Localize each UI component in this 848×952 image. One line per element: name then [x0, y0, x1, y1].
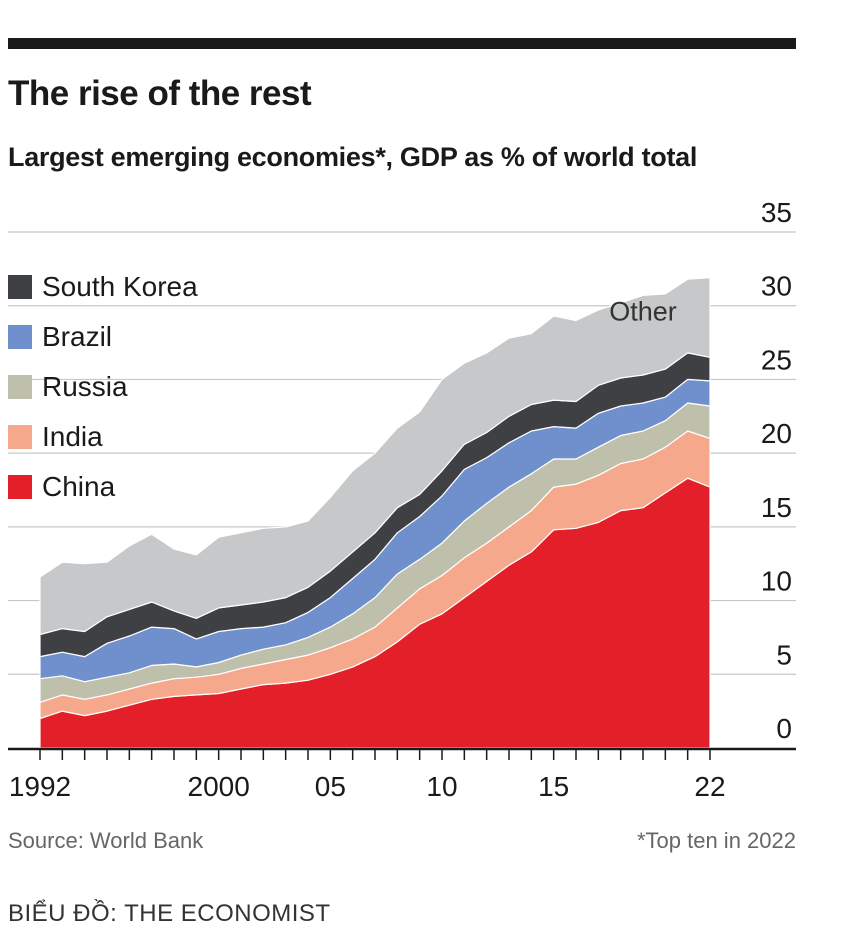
chart-legend: South Korea Brazil Russia India China — [8, 262, 198, 512]
x-tick-label: 2000 — [188, 771, 250, 802]
legend-swatch — [8, 375, 32, 399]
y-tick-label: 0 — [776, 713, 792, 744]
legend-swatch — [8, 275, 32, 299]
y-tick-label: 15 — [761, 492, 792, 523]
x-tick-label: 15 — [538, 771, 569, 802]
y-tick-label: 5 — [776, 639, 792, 670]
footnote: *Top ten in 2022 — [636, 828, 796, 853]
annotation-other: Other — [609, 296, 677, 326]
x-tick-label: 1992 — [9, 771, 71, 802]
chart-credit: BIỂU ĐỒ: THE ECONOMIST — [8, 900, 331, 927]
y-tick-label: 20 — [761, 418, 792, 449]
chart-subtitle: Largest emerging economies*, GDP as % of… — [8, 142, 698, 172]
legend-label: India — [42, 421, 103, 452]
x-tick-label: 10 — [426, 771, 457, 802]
y-tick-label: 25 — [761, 344, 792, 375]
legend-label: Brazil — [42, 321, 113, 352]
legend-swatch — [8, 325, 32, 349]
chart-title: The rise of the rest — [8, 74, 312, 113]
legend-label: China — [42, 471, 116, 502]
legend-item: Brazil — [8, 312, 198, 362]
area-other — [39, 277, 711, 636]
legend-label: Russia — [42, 371, 128, 402]
legend-label: South Korea — [42, 271, 198, 302]
y-tick-label: 10 — [761, 566, 792, 597]
legend-swatch — [8, 425, 32, 449]
source-note: Source: World Bank — [8, 828, 204, 853]
legend-item: Russia — [8, 362, 198, 412]
legend-item: South Korea — [8, 262, 198, 312]
x-tick-label: 22 — [694, 771, 725, 802]
legend-item: China — [8, 462, 198, 512]
legend-item: India — [8, 412, 198, 462]
y-tick-label: 35 — [761, 197, 792, 228]
top-rule — [8, 38, 796, 49]
x-tick-label: 05 — [315, 771, 346, 802]
y-tick-label: 30 — [761, 271, 792, 302]
legend-swatch — [8, 475, 32, 499]
